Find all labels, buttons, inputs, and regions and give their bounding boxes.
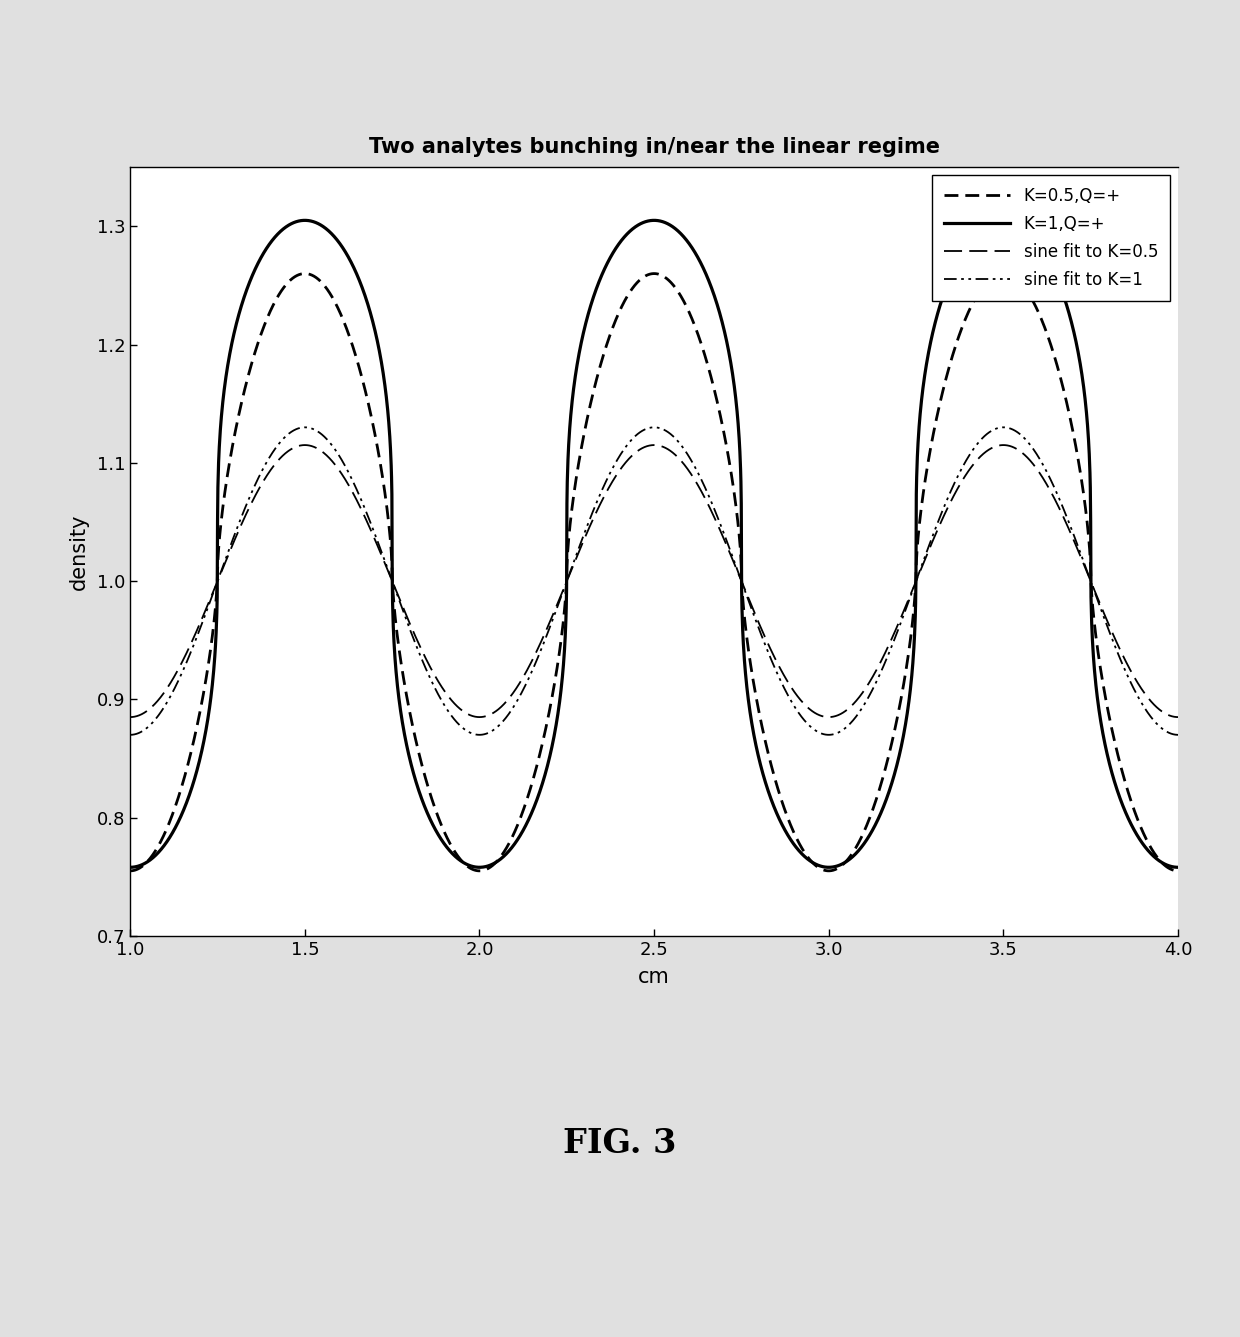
K=1,Q=+ [1171,860,1185,876]
sine fit to K=1 [1171,727,1185,743]
K=0.5,Q=+ [242,362,257,378]
sine fit to K=1 [1038,460,1053,476]
Line: K=1,Q=+: K=1,Q=+ [130,221,1178,868]
K=1,Q=+ [305,214,320,230]
sine fit to K=1 [305,421,320,437]
K=1,Q=+ [1151,852,1166,868]
sine fit to K=0.5 [242,499,257,515]
K=0.5,Q=+ [298,266,312,282]
sine fit to K=1 [1151,717,1166,733]
sine fit to K=1 [570,543,585,559]
sine fit to K=0.5 [1151,701,1166,717]
Line: sine fit to K=0.5: sine fit to K=0.5 [130,445,1178,717]
sine fit to K=0.5 [1038,473,1053,489]
Legend: K=0.5,Q=+, K=1,Q=+, sine fit to K=0.5, sine fit to K=1: K=0.5,Q=+, K=1,Q=+, sine fit to K=0.5, s… [931,175,1169,301]
sine fit to K=0.5 [570,547,585,563]
K=1,Q=+ [570,353,585,369]
K=0.5,Q=+ [1151,850,1166,866]
Line: K=0.5,Q=+: K=0.5,Q=+ [130,274,1178,870]
sine fit to K=1 [298,420,312,436]
K=1,Q=+ [1038,246,1053,262]
K=0.5,Q=+ [1038,320,1053,336]
K=0.5,Q=+ [1171,862,1185,878]
X-axis label: cm: cm [639,967,670,987]
sine fit to K=0.5 [123,709,138,725]
sine fit to K=0.5 [305,439,320,455]
Y-axis label: density: density [68,513,88,590]
Title: Two analytes bunching in/near the linear regime: Two analytes bunching in/near the linear… [368,138,940,158]
Text: FIG. 3: FIG. 3 [563,1127,677,1159]
K=0.5,Q=+ [570,460,585,476]
K=0.5,Q=+ [305,267,320,283]
sine fit to K=0.5 [1171,709,1185,725]
sine fit to K=1 [242,489,257,505]
sine fit to K=0.5 [525,652,539,668]
sine fit to K=1 [525,662,539,678]
K=1,Q=+ [242,274,257,290]
K=1,Q=+ [123,860,138,876]
K=0.5,Q=+ [525,774,539,790]
K=0.5,Q=+ [123,862,138,878]
Line: sine fit to K=1: sine fit to K=1 [130,428,1178,735]
K=1,Q=+ [298,213,312,229]
sine fit to K=0.5 [298,437,312,453]
sine fit to K=1 [123,727,138,743]
K=1,Q=+ [525,804,539,820]
